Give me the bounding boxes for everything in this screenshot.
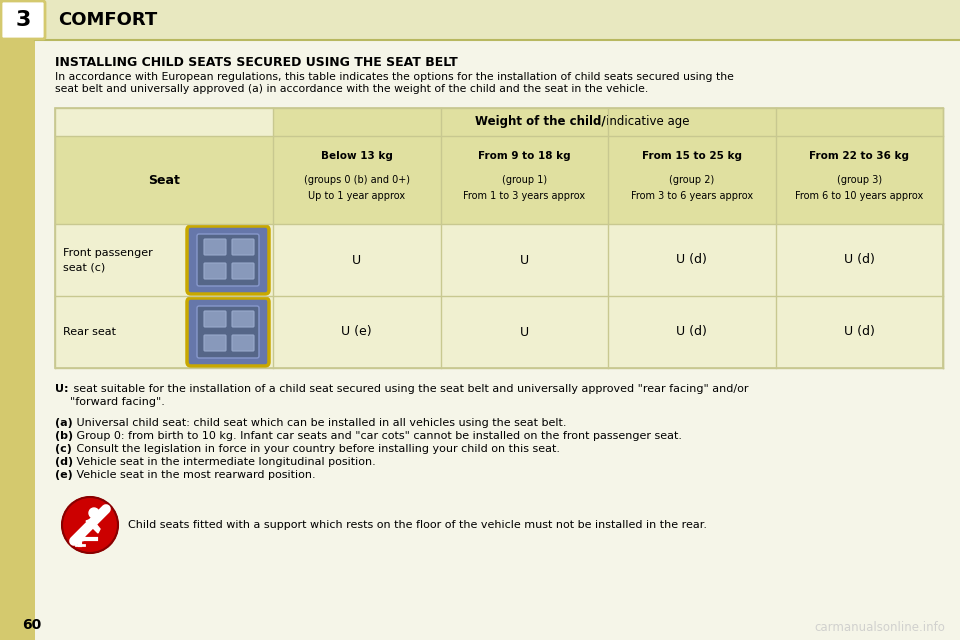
Text: INSTALLING CHILD SEATS SECURED USING THE SEAT BELT: INSTALLING CHILD SEATS SECURED USING THE…: [55, 56, 458, 69]
FancyBboxPatch shape: [273, 108, 943, 136]
Text: From 15 to 25 kg: From 15 to 25 kg: [641, 151, 742, 161]
Text: (group 2): (group 2): [669, 175, 714, 185]
Text: 3: 3: [15, 10, 31, 30]
Text: U: U: [519, 253, 529, 266]
Text: U (e): U (e): [342, 326, 372, 339]
FancyBboxPatch shape: [187, 298, 269, 366]
Circle shape: [89, 508, 99, 518]
Text: indicative age: indicative age: [606, 115, 689, 129]
Text: From 1 to 3 years approx: From 1 to 3 years approx: [463, 191, 586, 201]
Text: U:: U:: [55, 384, 68, 394]
Text: Seat: Seat: [148, 173, 180, 186]
Text: Up to 1 year approx: Up to 1 year approx: [308, 191, 405, 201]
Text: From 6 to 10 years approx: From 6 to 10 years approx: [795, 191, 924, 201]
FancyBboxPatch shape: [187, 226, 269, 294]
Text: From 22 to 36 kg: From 22 to 36 kg: [809, 151, 909, 161]
Text: Consult the legislation in force in your country before installing your child on: Consult the legislation in force in your…: [73, 444, 560, 454]
Text: (a): (a): [55, 418, 73, 428]
Text: Vehicle seat in the intermediate longitudinal position.: Vehicle seat in the intermediate longitu…: [73, 457, 375, 467]
FancyBboxPatch shape: [776, 136, 943, 224]
Text: "forward facing".: "forward facing".: [70, 397, 165, 407]
Text: (e): (e): [55, 470, 73, 480]
FancyBboxPatch shape: [204, 335, 226, 351]
Text: (c): (c): [55, 444, 72, 454]
Text: (groups 0 (b) and 0+): (groups 0 (b) and 0+): [303, 175, 410, 185]
FancyBboxPatch shape: [273, 136, 441, 224]
FancyBboxPatch shape: [232, 263, 254, 279]
FancyBboxPatch shape: [232, 335, 254, 351]
FancyBboxPatch shape: [197, 234, 259, 286]
Text: From 3 to 6 years approx: From 3 to 6 years approx: [631, 191, 753, 201]
Text: U (d): U (d): [676, 326, 708, 339]
Text: U: U: [352, 253, 361, 266]
Text: (d): (d): [55, 457, 73, 467]
FancyBboxPatch shape: [232, 311, 254, 327]
Text: U (d): U (d): [676, 253, 708, 266]
Text: Weight of the child/: Weight of the child/: [475, 115, 606, 129]
FancyBboxPatch shape: [204, 311, 226, 327]
Text: Below 13 kg: Below 13 kg: [321, 151, 393, 161]
FancyBboxPatch shape: [204, 239, 226, 255]
Text: (group 1): (group 1): [502, 175, 547, 185]
Text: seat (c): seat (c): [63, 262, 106, 272]
Circle shape: [62, 497, 118, 553]
Text: COMFORT: COMFORT: [58, 11, 157, 29]
Text: Group 0: from birth to 10 kg. Infant car seats and "car cots" cannot be installe: Group 0: from birth to 10 kg. Infant car…: [73, 431, 682, 441]
FancyBboxPatch shape: [1, 1, 45, 39]
FancyBboxPatch shape: [55, 108, 943, 368]
Polygon shape: [86, 519, 100, 533]
FancyBboxPatch shape: [197, 306, 259, 358]
FancyBboxPatch shape: [608, 136, 776, 224]
Text: U: U: [519, 326, 529, 339]
Text: Front passenger: Front passenger: [63, 248, 153, 258]
FancyBboxPatch shape: [441, 136, 608, 224]
Text: (b): (b): [55, 431, 73, 441]
Text: seat belt and universally approved (a) in accordance with the weight of the chil: seat belt and universally approved (a) i…: [55, 84, 648, 94]
Text: U (d): U (d): [844, 253, 875, 266]
FancyBboxPatch shape: [35, 0, 960, 40]
Text: U (d): U (d): [844, 326, 875, 339]
Text: (group 3): (group 3): [837, 175, 882, 185]
FancyBboxPatch shape: [0, 0, 35, 640]
Text: 60: 60: [22, 618, 41, 632]
FancyBboxPatch shape: [232, 239, 254, 255]
Text: Child seats fitted with a support which rests on the floor of the vehicle must n: Child seats fitted with a support which …: [128, 520, 707, 530]
Text: carmanualsonline.info: carmanualsonline.info: [814, 621, 945, 634]
FancyBboxPatch shape: [55, 136, 273, 224]
Text: In accordance with European regulations, this table indicates the options for th: In accordance with European regulations,…: [55, 72, 733, 82]
Text: Vehicle seat in the most rearward position.: Vehicle seat in the most rearward positi…: [73, 470, 316, 480]
FancyBboxPatch shape: [204, 263, 226, 279]
Text: seat suitable for the installation of a child seat secured using the seat belt a: seat suitable for the installation of a …: [70, 384, 749, 394]
Text: Universal child seat: child seat which can be installed in all vehicles using th: Universal child seat: child seat which c…: [73, 418, 566, 428]
Text: From 9 to 18 kg: From 9 to 18 kg: [478, 151, 570, 161]
Text: Rear seat: Rear seat: [63, 327, 116, 337]
